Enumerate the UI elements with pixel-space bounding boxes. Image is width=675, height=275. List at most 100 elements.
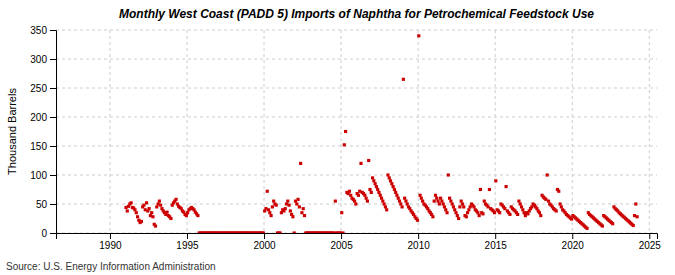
point (388, 176, 391, 179)
point (270, 214, 273, 217)
x-tick-label: 2005 (330, 240, 353, 251)
point (516, 213, 519, 216)
point (365, 197, 368, 200)
point (359, 162, 362, 165)
point (348, 190, 351, 193)
point (357, 194, 360, 197)
point (268, 211, 271, 214)
grid-line-y (56, 30, 657, 31)
point (372, 179, 375, 182)
y-axis-line (50, 31, 57, 234)
x-tick-mark (341, 233, 342, 239)
point (390, 182, 393, 185)
point (154, 224, 157, 227)
y-tick-label: 300 (30, 54, 47, 65)
point (367, 159, 370, 162)
point (443, 205, 446, 208)
point (267, 208, 270, 211)
y-tick: 300 (30, 54, 56, 65)
point (126, 209, 129, 212)
x-tick-mark (110, 233, 111, 239)
y-tick: 0 (41, 228, 56, 239)
x-tick-mark (495, 233, 496, 239)
point (135, 211, 138, 214)
grid (56, 30, 657, 233)
x-tick-label: 1995 (176, 240, 199, 251)
point (150, 211, 153, 214)
point (440, 200, 443, 203)
y-tick-mark (50, 117, 56, 118)
point (420, 197, 423, 200)
grid-line-y (56, 175, 657, 176)
grid-line-x (495, 30, 496, 233)
x-tick-label: 2020 (562, 240, 585, 251)
point (371, 176, 374, 179)
point (546, 173, 549, 176)
x-tick: 1995 (176, 233, 199, 251)
point (520, 205, 523, 208)
point (448, 197, 451, 200)
y-tick-mark (50, 30, 56, 31)
point (636, 215, 639, 218)
y-tick: 350 (30, 25, 56, 36)
point (476, 211, 479, 214)
point (601, 224, 604, 227)
x-tick: 2005 (330, 233, 353, 251)
y-tick-label: 100 (30, 170, 47, 181)
point (380, 197, 383, 200)
point (370, 191, 373, 194)
grid-line-y (56, 88, 657, 89)
point (399, 202, 402, 205)
point (271, 205, 274, 208)
x-tick: 2010 (408, 233, 431, 251)
point (145, 201, 148, 204)
point (444, 208, 447, 211)
point (481, 212, 484, 215)
point (386, 173, 389, 176)
point (611, 222, 614, 225)
x-axis: 19901995200020052010201520202025 (57, 233, 662, 251)
point (438, 202, 441, 205)
y-tick: 200 (30, 112, 56, 123)
x-tick-mark (187, 233, 188, 239)
y-tick-label: 150 (30, 141, 47, 152)
point (478, 214, 481, 217)
point (458, 205, 461, 208)
point (185, 214, 188, 217)
y-tick-mark (50, 204, 56, 205)
point (445, 211, 448, 214)
point (159, 204, 162, 207)
point (421, 200, 424, 203)
point (300, 211, 303, 214)
point (466, 211, 469, 214)
x-tick-label: 2025 (639, 240, 662, 251)
point (539, 214, 542, 217)
point (299, 162, 302, 165)
grid-line-x (649, 30, 650, 233)
point (452, 205, 455, 208)
point (376, 188, 379, 191)
y-tick-mark (50, 175, 56, 176)
x-tick-label: 2015 (485, 240, 508, 251)
y-tick-label: 250 (30, 83, 47, 94)
y-tick-mark (50, 88, 56, 89)
point (291, 215, 294, 218)
point (375, 185, 378, 188)
point (454, 211, 457, 214)
point (174, 198, 177, 201)
y-tick-mark (50, 146, 56, 147)
x-tick-mark (572, 233, 573, 239)
point (279, 231, 282, 233)
point (344, 130, 347, 133)
point (349, 194, 352, 197)
grid-line-y (56, 146, 657, 147)
point (447, 173, 450, 176)
point (555, 209, 558, 212)
y-tick-label: 350 (30, 25, 47, 36)
point (417, 34, 420, 37)
point (394, 191, 397, 194)
point (460, 200, 463, 203)
point (401, 205, 404, 208)
point (384, 205, 387, 208)
x-tick-mark (264, 233, 265, 239)
